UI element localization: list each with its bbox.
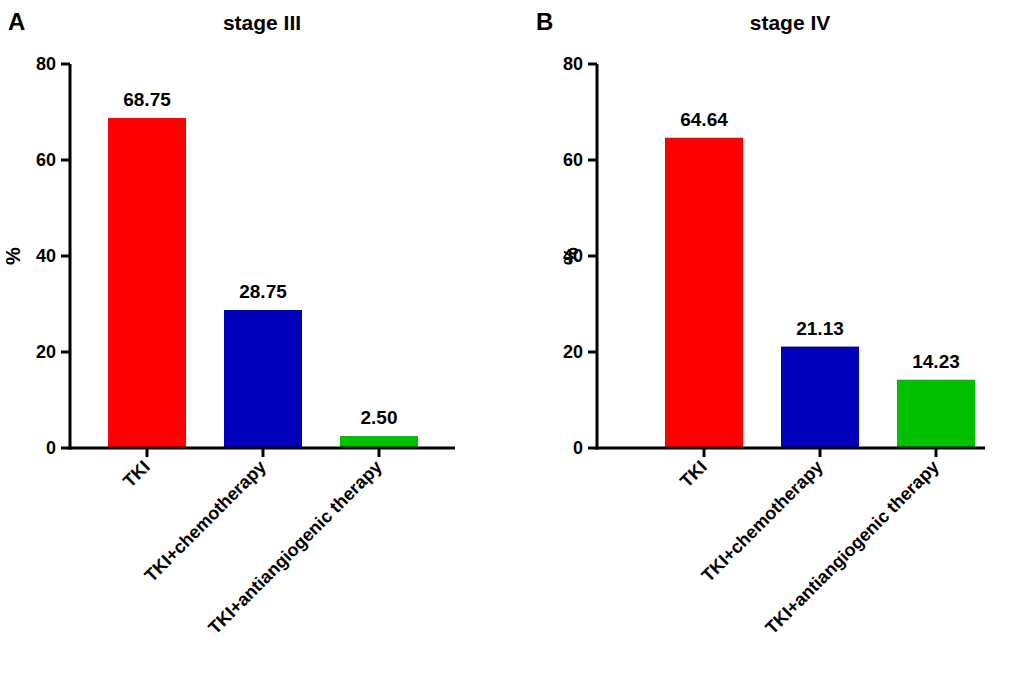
data-label: 68.75: [123, 89, 171, 110]
y-tick-label: 0: [46, 438, 56, 458]
y-tick: [588, 351, 597, 354]
figure: Astage III%68.7528.752.50020406080TKITKI…: [0, 0, 1020, 676]
y-tick-label: 40: [563, 246, 583, 266]
x-axis-line: [596, 447, 986, 450]
panel: Bstage IV%64.6421.1314.23020406080TKITKI…: [536, 8, 985, 638]
bar: [665, 138, 743, 448]
data-label: 14.23: [912, 351, 960, 372]
x-tick-label: TKI: [676, 457, 711, 492]
chart-canvas: Astage III%68.7528.752.50020406080TKITKI…: [0, 0, 1020, 676]
x-tick-label: TKI: [119, 457, 154, 492]
panel-letter: A: [8, 8, 25, 35]
bar: [224, 310, 302, 448]
y-tick: [588, 63, 597, 66]
y-tick-label: 40: [36, 246, 56, 266]
bar: [108, 118, 186, 448]
y-tick-label: 20: [36, 342, 56, 362]
x-tick: [819, 448, 822, 457]
x-tick-label: TKI+chemotherapy: [698, 457, 827, 586]
x-tick-label: TKI+antiangiogenic therapy: [761, 457, 942, 638]
x-tick: [935, 448, 938, 457]
y-tick-label: 0: [573, 438, 583, 458]
y-tick-label: 60: [563, 150, 583, 170]
bar: [781, 347, 859, 448]
data-label: 28.75: [239, 281, 287, 302]
y-tick-label: 80: [36, 54, 56, 74]
x-tick-label: TKI+chemotherapy: [141, 457, 270, 586]
bar: [897, 380, 975, 448]
x-tick-label: TKI+antiangiogenic therapy: [204, 457, 385, 638]
panel-letter: B: [536, 8, 553, 35]
bars: [108, 118, 418, 448]
y-tick: [588, 447, 597, 450]
panel: Astage III%68.7528.752.50020406080TKITKI…: [2, 8, 455, 638]
y-tick-label: 80: [563, 54, 583, 74]
data-label: 21.13: [796, 318, 844, 339]
y-tick: [61, 159, 70, 162]
y-tick: [61, 255, 70, 258]
bars: [665, 138, 975, 448]
y-axis-label: %: [2, 247, 24, 265]
y-tick: [588, 159, 597, 162]
data-label: 2.50: [361, 407, 398, 428]
x-tick: [703, 448, 706, 457]
x-tick: [378, 448, 381, 457]
y-tick-label: 60: [36, 150, 56, 170]
y-tick: [61, 447, 70, 450]
title: stage III: [223, 11, 301, 34]
bar: [340, 436, 418, 448]
data-label: 64.64: [680, 109, 728, 130]
y-tick: [588, 255, 597, 258]
y-tick: [61, 351, 70, 354]
title: stage IV: [750, 11, 831, 34]
x-tick: [262, 448, 265, 457]
y-tick-label: 20: [563, 342, 583, 362]
x-tick: [146, 448, 149, 457]
y-tick: [61, 63, 70, 66]
